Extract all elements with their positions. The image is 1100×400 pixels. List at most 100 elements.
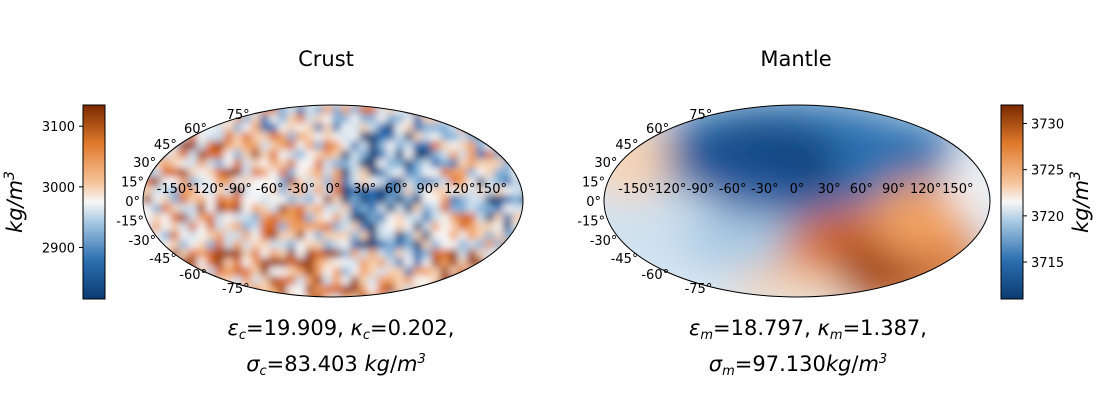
crust-cell (521, 168, 523, 178)
crust-cell (476, 195, 486, 205)
crust-cell (440, 105, 450, 115)
crust-cell (368, 150, 378, 160)
crust-cell (305, 195, 315, 205)
crust-cell (350, 168, 360, 178)
crust-cell (404, 231, 414, 241)
crust-lon-tick-label: 60° (385, 182, 408, 197)
crust-cell (512, 186, 522, 196)
mantle-lon-tick-label: -120° (650, 182, 686, 197)
crust-cell (260, 231, 270, 241)
crust-cell (260, 150, 270, 160)
crust-cell (251, 249, 261, 259)
crust-cell (521, 213, 523, 223)
crust-cell (458, 159, 468, 169)
crust-cell (323, 195, 333, 205)
crust-cell (296, 105, 306, 115)
crust-cell (224, 222, 234, 232)
crust-cell (440, 132, 450, 142)
crust-lat-ticks: 75° 60° 45° 30° 15° 0° -15° -30° -45°-60° -75° (116, 108, 249, 297)
crust-cell (323, 150, 333, 160)
crust-cell (152, 177, 162, 187)
crust-cell (494, 141, 504, 151)
crust-cell (368, 141, 378, 151)
crust-lon-tick-label: -120° (188, 182, 224, 197)
mantle-stats-line2: σm=97.130kg/m3 (708, 352, 888, 379)
crust-cell (296, 123, 306, 133)
crust-cell (422, 231, 432, 241)
crust-cell (476, 213, 486, 223)
crust-cell (332, 285, 342, 295)
crust-cell (395, 249, 405, 259)
crust-cell (305, 186, 315, 196)
crust-stats-line1: εc=19.909, κc=0.202, (227, 316, 455, 343)
crust-cell (458, 285, 468, 295)
crust-cell (188, 222, 198, 232)
crust-cell (287, 231, 297, 241)
crust-cbar-tick-label: 2900 (42, 241, 75, 256)
crust-cell (467, 132, 477, 142)
crust-cell (170, 105, 180, 115)
crust-cell (449, 276, 459, 286)
crust-cell (215, 258, 225, 268)
crust-cell (341, 276, 351, 286)
crust-cell (431, 249, 441, 259)
crust-cell (368, 222, 378, 232)
crust-cell (458, 132, 468, 142)
crust-lon-tick-label: -90° (224, 182, 252, 197)
crust-cell (305, 267, 315, 277)
crust-cell (386, 159, 396, 169)
crust-cell (233, 132, 243, 142)
crust-cell (350, 204, 360, 214)
crust-cell (296, 240, 306, 250)
mantle-lon-tick-label: 0° (790, 182, 805, 197)
crust-cell (386, 294, 396, 297)
crust-cell (233, 249, 243, 259)
crust-cell (332, 195, 342, 205)
crust-cell (161, 123, 171, 133)
crust-cell (197, 177, 207, 187)
crust-cell (287, 177, 297, 187)
crust-cell (413, 249, 423, 259)
crust-cell (269, 141, 279, 151)
crust-cell (179, 240, 189, 250)
crust-cell (431, 186, 441, 196)
crust-cell (152, 213, 162, 223)
crust-cell (350, 105, 360, 115)
crust-cell (476, 105, 486, 115)
crust-cell (449, 240, 459, 250)
crust-cell (269, 186, 279, 196)
crust-cell (494, 132, 504, 142)
mantle-epsilon: 18.797 (730, 316, 805, 340)
crust-cell (170, 114, 180, 124)
crust-cell (521, 267, 523, 277)
crust-cell (404, 168, 414, 178)
crust-cell (278, 231, 288, 241)
crust-cell (332, 267, 342, 277)
crust-cell (440, 285, 450, 295)
crust-cell (287, 132, 297, 142)
crust-cell (341, 159, 351, 169)
crust-cell (494, 105, 504, 115)
crust-cell (215, 249, 225, 259)
crust-cell (152, 105, 162, 115)
crust-cell (323, 276, 333, 286)
crust-cell (467, 123, 477, 133)
crust-cell (152, 294, 162, 297)
crust-cell (323, 294, 333, 297)
crust-cell (494, 186, 504, 196)
crust-cell (188, 141, 198, 151)
crust-cell (323, 186, 333, 196)
crust-cell (260, 285, 270, 295)
crust-cell (215, 213, 225, 223)
crust-cell (512, 294, 522, 297)
crust-cell (323, 285, 333, 295)
crust-epsilon: 19.909 (263, 316, 338, 340)
crust-cell (296, 231, 306, 241)
crust-cell (170, 195, 180, 205)
crust-cell (467, 249, 477, 259)
crust-cell (350, 222, 360, 232)
crust-cell (458, 177, 468, 187)
mantle-lon-tick-label: 60° (850, 182, 873, 197)
crust-cell (395, 294, 405, 297)
crust-cell (368, 258, 378, 268)
